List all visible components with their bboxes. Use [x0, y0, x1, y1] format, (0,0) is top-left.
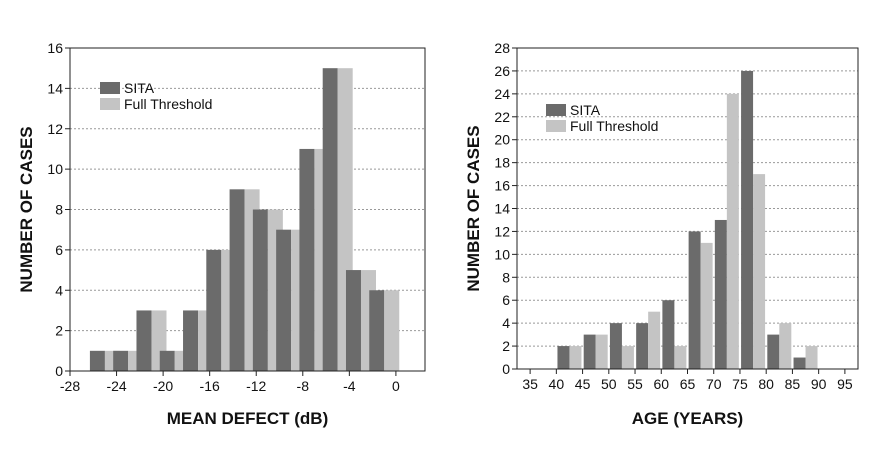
bar-sita	[299, 148, 315, 371]
x-tick-label: 50	[601, 376, 617, 392]
bar-sita	[767, 334, 780, 369]
bar-sita	[714, 219, 727, 369]
bar-sita	[322, 68, 338, 371]
x-tick-label: 45	[575, 376, 591, 392]
y-tick-label: 2	[55, 323, 63, 339]
x-axis-title: MEAN DEFECT (dB)	[167, 409, 328, 428]
y-tick-label: 24	[494, 86, 510, 102]
bar-sita	[369, 290, 385, 371]
bar-full-threshold	[674, 346, 687, 369]
bar-sita	[136, 310, 152, 371]
legend-swatch-sita	[100, 82, 120, 94]
bar-sita	[662, 300, 675, 369]
y-tick-label: 10	[494, 246, 510, 262]
bar-full-threshold	[726, 93, 739, 369]
bar-sita	[206, 249, 222, 371]
x-tick-label: 70	[706, 376, 722, 392]
y-tick-label: 10	[47, 161, 63, 177]
legend-swatch-full-threshold	[100, 98, 120, 110]
y-axis-title: NUMBER OF CASES	[464, 125, 483, 291]
x-tick-label: 0	[392, 378, 400, 394]
y-tick-label: 8	[55, 202, 63, 218]
x-tick-label: -12	[246, 378, 266, 394]
y-tick-label: 6	[502, 292, 510, 308]
x-tick-label: 95	[837, 376, 853, 392]
bar-full-threshold	[805, 346, 818, 369]
y-tick-label: 20	[494, 132, 510, 148]
bar-sita	[793, 357, 806, 369]
bar-sita	[229, 189, 245, 371]
x-tick-label: -16	[200, 378, 220, 394]
bar-sita	[583, 334, 596, 369]
x-tick-label: 90	[811, 376, 827, 392]
x-tick-label: 65	[680, 376, 696, 392]
legend-label-full-threshold: Full Threshold	[570, 118, 658, 134]
x-axis-title: AGE (YEARS)	[632, 409, 743, 428]
bar-full-threshold	[648, 311, 661, 369]
x-tick-label: 85	[785, 376, 801, 392]
bar-sita	[113, 350, 129, 371]
bar-sita	[252, 209, 268, 371]
x-tick-label: 55	[627, 376, 643, 392]
bar-full-threshold	[621, 346, 634, 369]
legend-label-full-threshold: Full Threshold	[124, 96, 212, 112]
x-tick-label: -24	[106, 378, 126, 394]
x-tick-label: -8	[297, 378, 310, 394]
bar-sita	[159, 350, 175, 371]
legend-swatch-sita	[546, 104, 566, 116]
bar-full-threshold	[569, 346, 582, 369]
y-tick-label: 12	[494, 223, 510, 239]
y-tick-label: 26	[494, 63, 510, 79]
y-tick-label: 16	[47, 40, 63, 56]
y-tick-label: 14	[47, 80, 63, 96]
legend-label-sita: SITA	[570, 102, 601, 118]
x-tick-label: -4	[343, 378, 356, 394]
y-tick-label: 12	[47, 121, 63, 137]
bar-full-threshold	[779, 323, 792, 369]
bar-sita	[636, 323, 649, 369]
y-tick-label: 18	[494, 155, 510, 171]
bar-full-threshold	[753, 174, 766, 369]
y-tick-label: 2	[502, 338, 510, 354]
legend-label-sita: SITA	[124, 80, 155, 96]
bar-sita	[688, 231, 701, 369]
bar-full-threshold	[700, 242, 713, 369]
chart-1: 0 2 4 6 8 10 12 14 16 -28 -24 -20 -16 -12 -8 -4 0 MEAN DE…	[17, 40, 426, 428]
y-axis-title: NUMBER OF CASES	[17, 126, 36, 292]
y-tick-label: 22	[494, 109, 510, 125]
bar-sita	[276, 229, 292, 371]
legend-swatch-full-threshold	[546, 120, 566, 132]
bar-full-threshold	[384, 290, 400, 371]
x-tick-label: 75	[732, 376, 748, 392]
bar-sita	[609, 323, 622, 369]
bar-sita	[741, 70, 754, 369]
bar-sita	[89, 350, 105, 371]
bar-full-threshold	[595, 334, 608, 369]
bar-sita	[557, 346, 570, 369]
y-tick-label: 6	[55, 242, 63, 258]
y-tick-label: 16	[494, 178, 510, 194]
y-tick-label: 8	[502, 269, 510, 285]
x-tick-label: 60	[653, 376, 669, 392]
x-tick-label: 35	[522, 376, 538, 392]
bar-sita	[183, 310, 199, 371]
y-tick-label: 14	[494, 201, 510, 217]
y-tick-label: 4	[502, 315, 510, 331]
y-tick-label: 28	[494, 40, 510, 56]
y-tick-label: 0	[502, 361, 510, 377]
bar-sita	[345, 270, 361, 371]
x-tick-label: 40	[549, 376, 565, 392]
x-tick-label: -20	[153, 378, 173, 394]
x-tick-label: -28	[60, 378, 80, 394]
x-tick-label: 80	[758, 376, 774, 392]
y-tick-label: 4	[55, 282, 63, 298]
y-tick-label: 0	[55, 363, 63, 379]
